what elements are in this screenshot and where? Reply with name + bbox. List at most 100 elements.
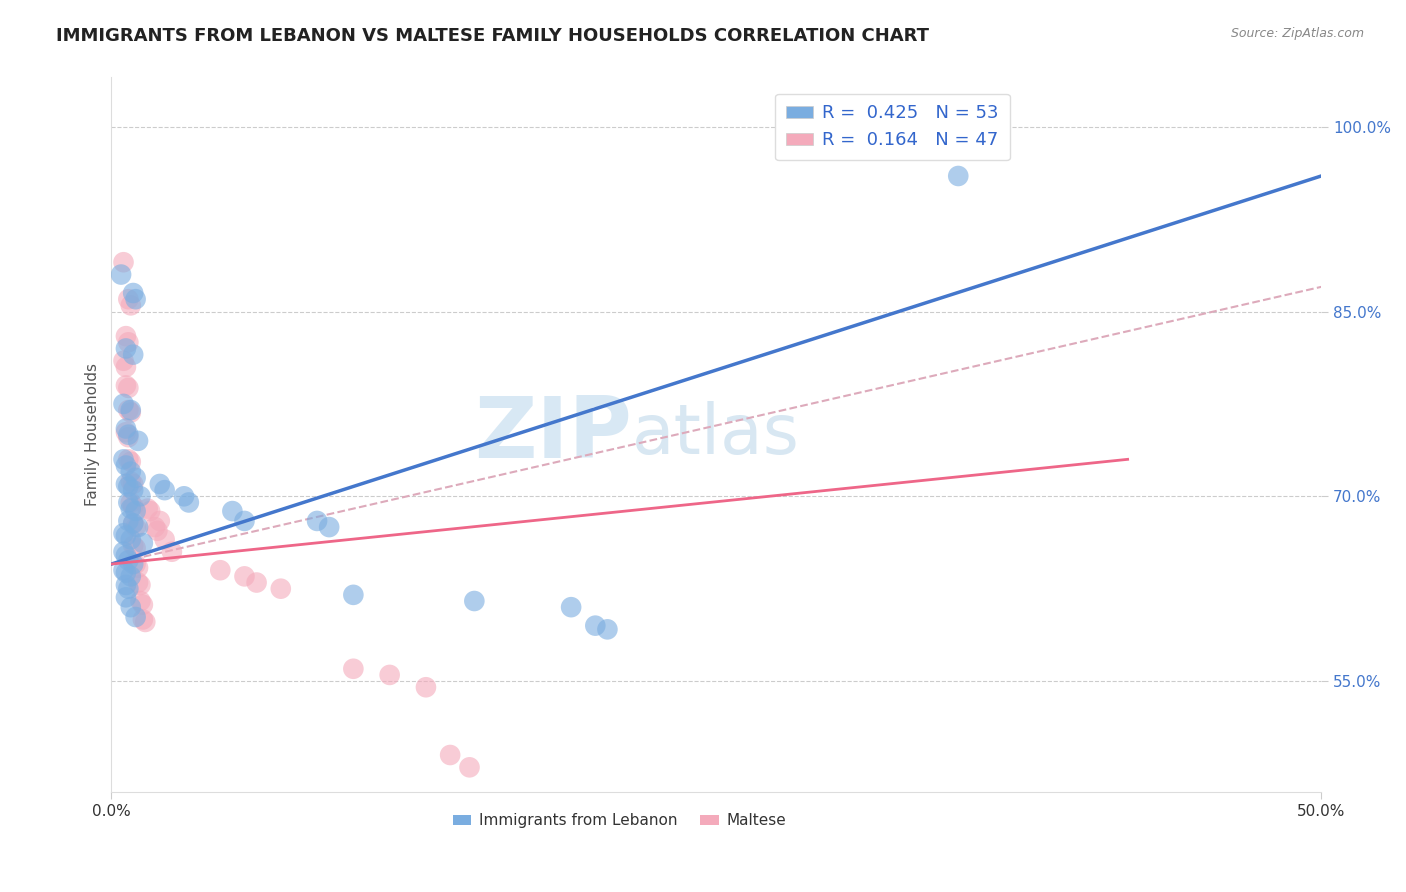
Point: [117, 335, 139, 350]
Point: [122, 516, 145, 531]
Point: [149, 477, 172, 491]
Point: [136, 501, 159, 516]
Point: [117, 381, 139, 395]
Point: [117, 452, 139, 467]
Point: [115, 591, 138, 605]
Point: [596, 623, 619, 637]
Point: [115, 549, 138, 563]
Point: [270, 582, 292, 596]
Point: [115, 477, 138, 491]
Point: [120, 569, 142, 583]
Point: [122, 477, 145, 491]
Point: [160, 545, 183, 559]
Point: [120, 465, 142, 479]
Point: [132, 536, 155, 550]
Point: [122, 557, 145, 571]
Point: [115, 342, 138, 356]
Point: [115, 458, 138, 473]
Point: [583, 618, 606, 632]
Point: [122, 348, 145, 362]
Point: [112, 545, 135, 559]
Point: [122, 516, 145, 531]
Y-axis label: Family Households: Family Households: [86, 363, 100, 506]
Point: [124, 504, 146, 518]
Legend: Immigrants from Lebanon, Maltese: Immigrants from Lebanon, Maltese: [447, 807, 792, 834]
Point: [124, 520, 146, 534]
Point: [117, 430, 139, 444]
Point: [221, 504, 243, 518]
Point: [124, 557, 146, 571]
Point: [127, 520, 149, 534]
Point: [342, 662, 364, 676]
Point: [129, 578, 152, 592]
Text: IMMIGRANTS FROM LEBANON VS MALTESE FAMILY HOUSEHOLDS CORRELATION CHART: IMMIGRANTS FROM LEBANON VS MALTESE FAMIL…: [56, 27, 929, 45]
Point: [110, 268, 132, 282]
Point: [120, 475, 142, 489]
Text: Source: ZipAtlas.com: Source: ZipAtlas.com: [1230, 27, 1364, 40]
Point: [132, 598, 155, 612]
Point: [122, 286, 145, 301]
Point: [127, 575, 149, 590]
Point: [120, 405, 142, 419]
Point: [378, 668, 401, 682]
Point: [117, 403, 139, 417]
Point: [463, 594, 485, 608]
Point: [209, 563, 232, 577]
Point: [153, 533, 176, 547]
Point: [146, 524, 169, 538]
Point: [173, 489, 195, 503]
Point: [307, 514, 329, 528]
Point: [115, 578, 138, 592]
Point: [948, 169, 970, 183]
Point: [115, 529, 138, 543]
Point: [112, 353, 135, 368]
Point: [120, 495, 142, 509]
Point: [115, 378, 138, 392]
Point: [342, 588, 364, 602]
Point: [115, 421, 138, 435]
Point: [233, 569, 256, 583]
Point: [115, 329, 138, 343]
Point: [115, 566, 138, 580]
Text: atlas: atlas: [631, 401, 800, 468]
Point: [112, 397, 135, 411]
Text: ZIP: ZIP: [474, 393, 631, 476]
Point: [149, 514, 172, 528]
Point: [124, 292, 146, 306]
Point: [439, 747, 461, 762]
Point: [132, 612, 155, 626]
Point: [112, 563, 135, 577]
Point: [153, 483, 176, 497]
Point: [245, 575, 267, 590]
Point: [124, 471, 146, 485]
Point: [177, 495, 200, 509]
Point: [117, 514, 139, 528]
Point: [560, 600, 582, 615]
Point: [458, 760, 481, 774]
Point: [112, 255, 135, 269]
Point: [115, 425, 138, 440]
Point: [112, 452, 135, 467]
Point: [120, 403, 142, 417]
Point: [143, 520, 166, 534]
Point: [117, 553, 139, 567]
Point: [122, 499, 145, 513]
Point: [127, 560, 149, 574]
Point: [127, 434, 149, 448]
Point: [120, 533, 142, 547]
Point: [120, 501, 142, 516]
Point: [120, 600, 142, 615]
Point: [117, 495, 139, 509]
Point: [117, 427, 139, 442]
Point: [124, 541, 146, 555]
Point: [124, 610, 146, 624]
Point: [129, 594, 152, 608]
Point: [120, 298, 142, 312]
Point: [415, 680, 437, 694]
Point: [122, 539, 145, 553]
Point: [120, 455, 142, 469]
Point: [117, 292, 139, 306]
Point: [122, 483, 145, 497]
Point: [112, 526, 135, 541]
Point: [129, 489, 152, 503]
